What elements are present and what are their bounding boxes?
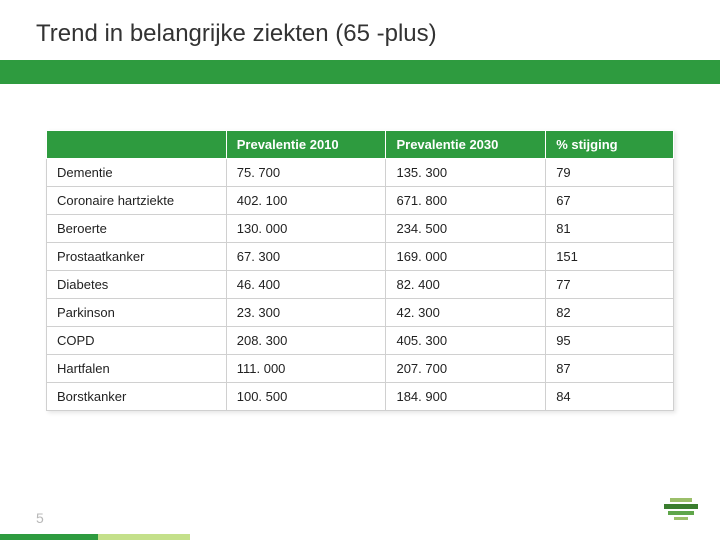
cell-2030: 234. 500 [386,215,546,243]
table-body: Dementie75. 700135. 30079Coronaire hartz… [47,159,674,411]
cell-2010: 100. 500 [226,383,386,411]
cell-pct: 79 [546,159,674,187]
cell-disease: COPD [47,327,227,355]
brand-logo-icon [664,498,698,522]
table-row: Parkinson23. 30042. 30082 [47,299,674,327]
cell-2030: 169. 000 [386,243,546,271]
table-row: Dementie75. 700135. 30079 [47,159,674,187]
table-header-row: Prevalentie 2010 Prevalentie 2030 % stij… [47,131,674,159]
col-header-disease [47,131,227,159]
cell-pct: 67 [546,187,674,215]
cell-disease: Prostaatkanker [47,243,227,271]
cell-2030: 405. 300 [386,327,546,355]
cell-pct: 87 [546,355,674,383]
cell-2030: 42. 300 [386,299,546,327]
cell-disease: Diabetes [47,271,227,299]
cell-disease: Borstkanker [47,383,227,411]
cell-2030: 184. 900 [386,383,546,411]
table-row: Hartfalen111. 000207. 70087 [47,355,674,383]
page-number: 5 [36,510,44,526]
footer-accent-bar [0,534,720,540]
cell-2010: 130. 000 [226,215,386,243]
cell-disease: Beroerte [47,215,227,243]
cell-2010: 208. 300 [226,327,386,355]
accent-bar [0,60,720,84]
col-header-pct: % stijging [546,131,674,159]
cell-2030: 82. 400 [386,271,546,299]
data-table-wrapper: Prevalentie 2010 Prevalentie 2030 % stij… [46,130,674,411]
cell-disease: Coronaire hartziekte [47,187,227,215]
cell-pct: 81 [546,215,674,243]
col-header-2030: Prevalentie 2030 [386,131,546,159]
table-row: COPD208. 300405. 30095 [47,327,674,355]
cell-pct: 95 [546,327,674,355]
table-row: Coronaire hartziekte402. 100671. 80067 [47,187,674,215]
cell-2030: 135. 300 [386,159,546,187]
cell-pct: 82 [546,299,674,327]
cell-2010: 75. 700 [226,159,386,187]
cell-2010: 67. 300 [226,243,386,271]
cell-disease: Dementie [47,159,227,187]
cell-pct: 151 [546,243,674,271]
cell-2010: 402. 100 [226,187,386,215]
cell-pct: 77 [546,271,674,299]
cell-2010: 23. 300 [226,299,386,327]
col-header-2010: Prevalentie 2010 [226,131,386,159]
cell-2030: 207. 700 [386,355,546,383]
slide: Trend in belangrijke ziekten (65 -plus) … [0,0,720,540]
cell-2010: 111. 000 [226,355,386,383]
data-table: Prevalentie 2010 Prevalentie 2030 % stij… [46,130,674,411]
cell-disease: Parkinson [47,299,227,327]
cell-2030: 671. 800 [386,187,546,215]
table-row: Prostaatkanker67. 300169. 000151 [47,243,674,271]
cell-pct: 84 [546,383,674,411]
table-row: Beroerte130. 000234. 50081 [47,215,674,243]
table-row: Borstkanker100. 500184. 90084 [47,383,674,411]
slide-title: Trend in belangrijke ziekten (65 -plus) [0,0,720,48]
cell-2010: 46. 400 [226,271,386,299]
table-row: Diabetes46. 40082. 40077 [47,271,674,299]
cell-disease: Hartfalen [47,355,227,383]
